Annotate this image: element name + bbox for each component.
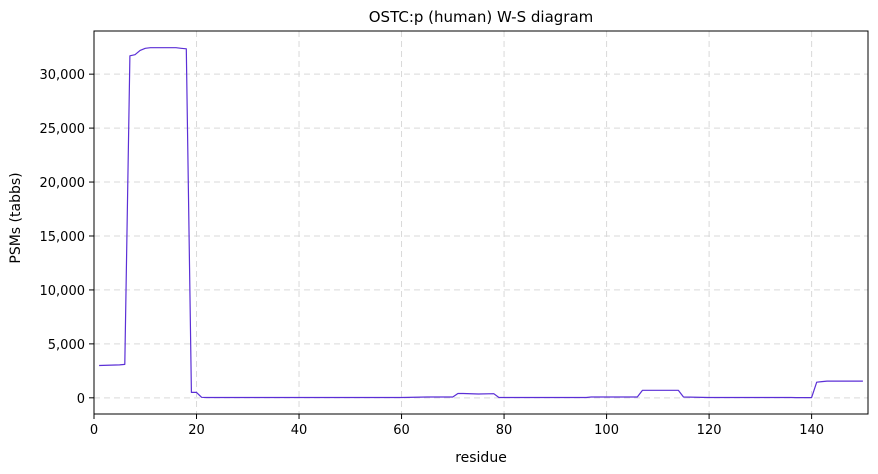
x-axis: 0 20 40 60 80 100 120 140 <box>90 414 824 438</box>
y-tick-label: 25,000 <box>40 122 86 137</box>
y-tick-label: 10,000 <box>40 284 86 299</box>
grid <box>93 31 868 414</box>
x-tick-label: 120 <box>697 423 722 438</box>
y-tick-label: 5,000 <box>48 338 85 353</box>
y-tick-label: 15,000 <box>40 230 86 245</box>
plot-frame <box>93 30 869 415</box>
y-tick-label: 0 <box>77 392 85 407</box>
plot-area <box>99 47 863 399</box>
x-tick-label: 140 <box>799 423 824 438</box>
x-tick-label: 20 <box>188 423 205 438</box>
series-line <box>99 47 863 399</box>
x-tick-label: 60 <box>393 423 410 438</box>
y-axis: 0 5,000 10,000 15,000 20,000 25,000 30,000 <box>40 68 94 407</box>
y-tick-label: 30,000 <box>40 68 86 83</box>
x-tick-label: 0 <box>90 423 98 438</box>
y-axis-label: PSMs (tabbs) <box>8 172 24 263</box>
chart-title: OSTC:p (human) W-S diagram <box>369 8 594 26</box>
y-tick-label: 20,000 <box>40 176 86 191</box>
x-tick-label: 80 <box>496 423 513 438</box>
x-axis-label: residue <box>455 450 507 466</box>
x-tick-label: 100 <box>594 423 619 438</box>
x-tick-label: 40 <box>291 423 308 438</box>
